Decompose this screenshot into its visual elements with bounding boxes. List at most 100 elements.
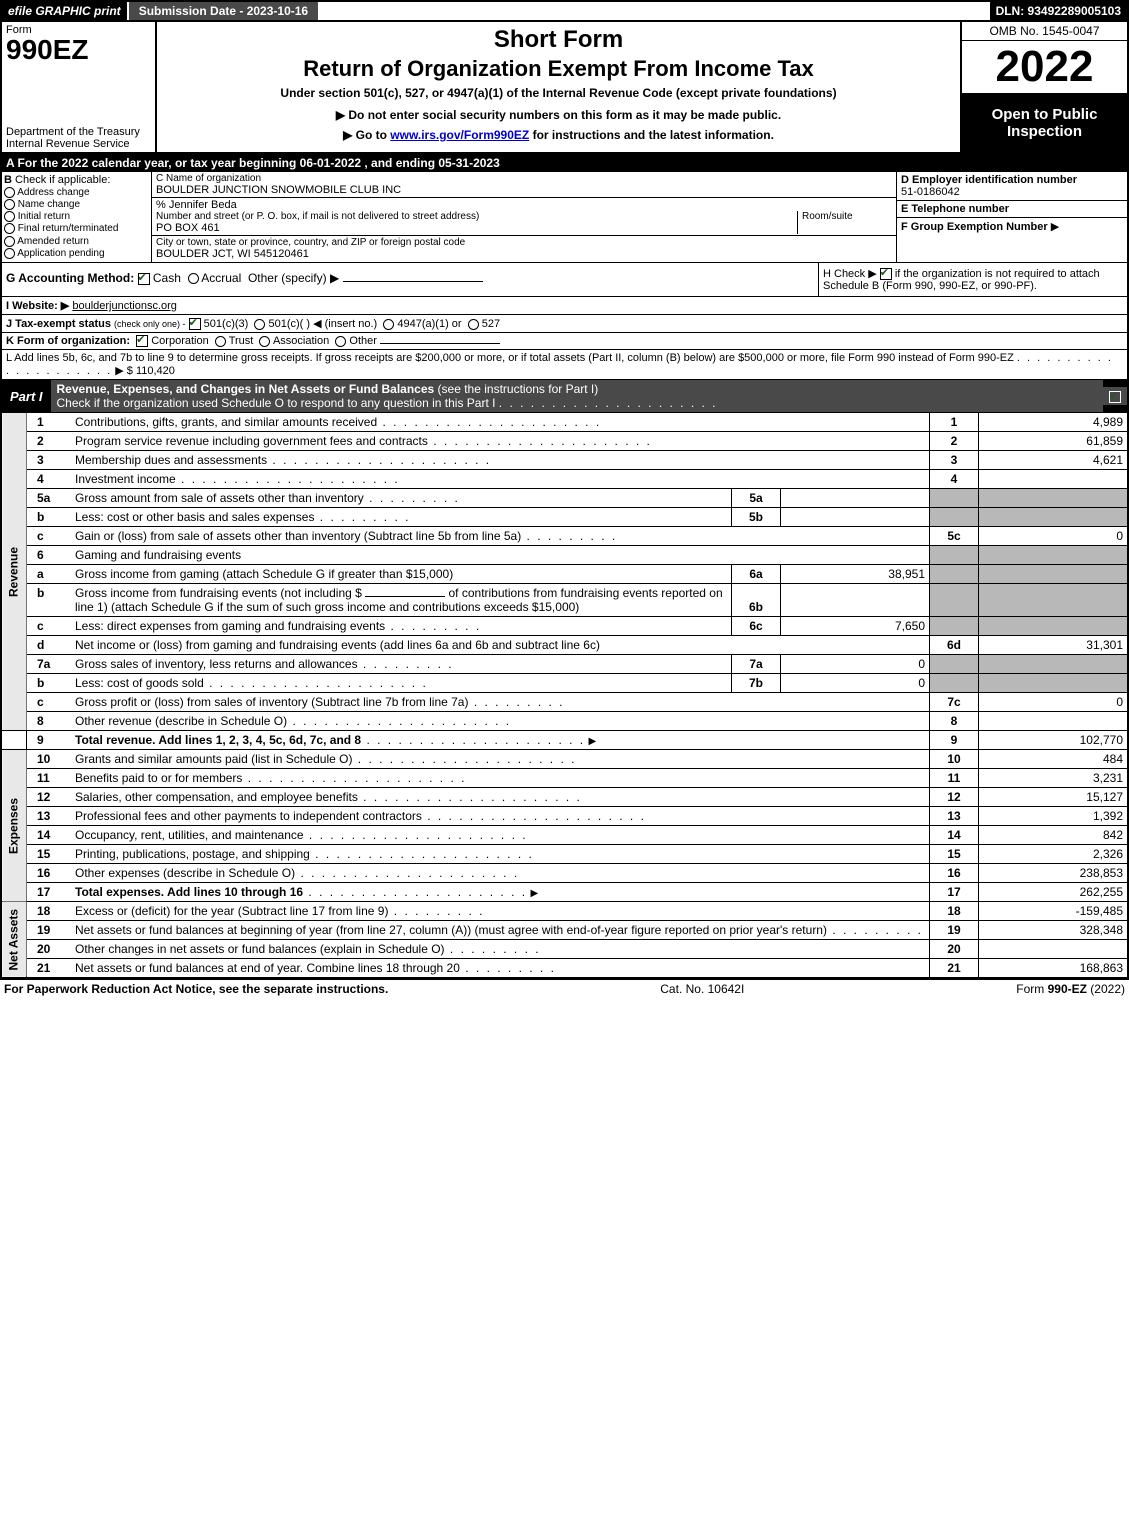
line-6c-subnum: 6c [732, 617, 781, 636]
line-13-desc: Professional fees and other payments to … [75, 809, 422, 823]
g-other-input[interactable] [343, 281, 483, 282]
line-14-val: 842 [979, 826, 1128, 845]
efile-graphic-print[interactable]: efile GRAPHIC print [2, 2, 127, 20]
part-i-desc: Revenue, Expenses, and Changes in Net As… [51, 380, 1103, 412]
subtitle: Under section 501(c), 527, or 4947(a)(1)… [163, 86, 954, 100]
line-6-shade2 [979, 546, 1128, 565]
line-20-no: 20 [27, 940, 72, 959]
line-5b-shade [930, 508, 979, 527]
chk-address-change[interactable] [4, 187, 15, 198]
row-j-status: J Tax-exempt status (check only one) - 5… [2, 315, 1127, 333]
dots-icon [385, 619, 481, 633]
i-label: I Website: ▶ [6, 300, 69, 312]
line-20-val [979, 940, 1128, 959]
section-d-e-f: D Employer identification number 51-0186… [897, 172, 1127, 262]
line-10-no: 10 [27, 750, 72, 769]
line-6d-val: 31,301 [979, 636, 1128, 655]
chk-527[interactable] [468, 319, 479, 330]
line-16-val: 238,853 [979, 864, 1128, 883]
part-i-check-text: Check if the organization used Schedule … [57, 396, 496, 410]
chk-initial-return[interactable] [4, 211, 15, 222]
line-18-val: -159,485 [979, 902, 1128, 921]
line-15-val: 2,326 [979, 845, 1128, 864]
line-15-no: 15 [27, 845, 72, 864]
dots-icon [267, 453, 491, 467]
top-spacer [320, 2, 989, 20]
e-label: E Telephone number [901, 203, 1123, 215]
h-pre: H Check ▶ [823, 268, 880, 280]
line-1-desc: Contributions, gifts, grants, and simila… [75, 415, 377, 429]
dots-icon [377, 415, 601, 429]
part-i-note: (see the instructions for Part I) [438, 382, 599, 396]
chk-address-change-label: Address change [17, 187, 89, 198]
chk-final-return-label: Final return/terminated [18, 224, 119, 235]
part-i-label: Part I [2, 387, 51, 406]
line-7b-subnum: 7b [732, 674, 781, 693]
chk-501c[interactable] [254, 319, 265, 330]
c-street-value: PO BOX 461 [156, 222, 797, 234]
chk-application-pending[interactable] [4, 248, 15, 259]
line-6a-shade [930, 565, 979, 584]
chk-4947[interactable] [383, 319, 394, 330]
k-other: Other [349, 335, 377, 347]
f-label: F Group Exemption Number [901, 221, 1048, 233]
line-5a-no: 5a [27, 489, 72, 508]
line-7a-no: 7a [27, 655, 72, 674]
line-7c-desc: Gross profit or (loss) from sales of inv… [75, 695, 468, 709]
line-5b-subval [781, 508, 930, 527]
k-other-input[interactable] [380, 343, 500, 344]
line-7c-num: 7c [930, 693, 979, 712]
k-assoc: Association [273, 335, 329, 347]
chk-accrual[interactable] [188, 273, 199, 284]
arrow-icon [588, 733, 596, 747]
line-12-no: 12 [27, 788, 72, 807]
dots-icon [304, 828, 528, 842]
line-9-no: 9 [27, 731, 72, 750]
line-7a-shade2 [979, 655, 1128, 674]
line-5b-no: b [27, 508, 72, 527]
line-6a-subnum: 6a [732, 565, 781, 584]
dln-number: DLN: 93492289005103 [990, 2, 1127, 20]
chk-other-org[interactable] [335, 336, 346, 347]
irs-link[interactable]: www.irs.gov/Form990EZ [390, 128, 529, 142]
chk-501c3[interactable] [189, 318, 201, 330]
line-12-num: 12 [930, 788, 979, 807]
chk-trust[interactable] [215, 336, 226, 347]
chk-corporation[interactable] [136, 335, 148, 347]
line-6b-shade [930, 584, 979, 617]
line-5c-no: c [27, 527, 72, 546]
dots-icon [358, 657, 454, 671]
line-6d-no: d [27, 636, 72, 655]
line-11-desc: Benefits paid to or for members [75, 771, 242, 785]
chk-schedule-o[interactable] [1109, 391, 1121, 403]
f-arrow-icon: ▶ [1051, 221, 1059, 233]
line-5a-subnum: 5a [732, 489, 781, 508]
line-2-num: 2 [930, 432, 979, 451]
notice-ssn: ▶ Do not enter social security numbers o… [163, 108, 954, 122]
line-13-val: 1,392 [979, 807, 1128, 826]
line-5a-desc: Gross amount from sale of assets other t… [75, 491, 364, 505]
chk-schedule-b[interactable] [880, 268, 892, 280]
chk-amended-return[interactable] [4, 236, 15, 247]
line-8-no: 8 [27, 712, 72, 731]
line-7c-val: 0 [979, 693, 1128, 712]
chk-association[interactable] [259, 336, 270, 347]
line-6b-input[interactable] [365, 596, 445, 597]
line-6b-subval [781, 584, 930, 617]
section-g-h: G Accounting Method: Cash Accrual Other … [2, 263, 1127, 297]
l-amount-prefix: ▶ $ [115, 365, 136, 377]
line-15-desc: Printing, publications, postage, and shi… [75, 847, 310, 861]
line-19-val: 328,348 [979, 921, 1128, 940]
chk-final-return[interactable] [4, 223, 15, 234]
dots-icon [176, 472, 400, 486]
line-17-val: 262,255 [979, 883, 1128, 902]
i-website-value[interactable]: boulderjunctionsc.org [72, 300, 177, 312]
line-6b-shade2 [979, 584, 1128, 617]
chk-amended-return-label: Amended return [17, 236, 89, 247]
dots-icon [310, 847, 534, 861]
header-center: Short Form Return of Organization Exempt… [157, 22, 960, 152]
chk-name-change[interactable] [4, 199, 15, 210]
chk-cash[interactable] [138, 273, 150, 285]
j-opt1: 501(c)(3) [204, 318, 249, 330]
dots-icon [287, 714, 511, 728]
